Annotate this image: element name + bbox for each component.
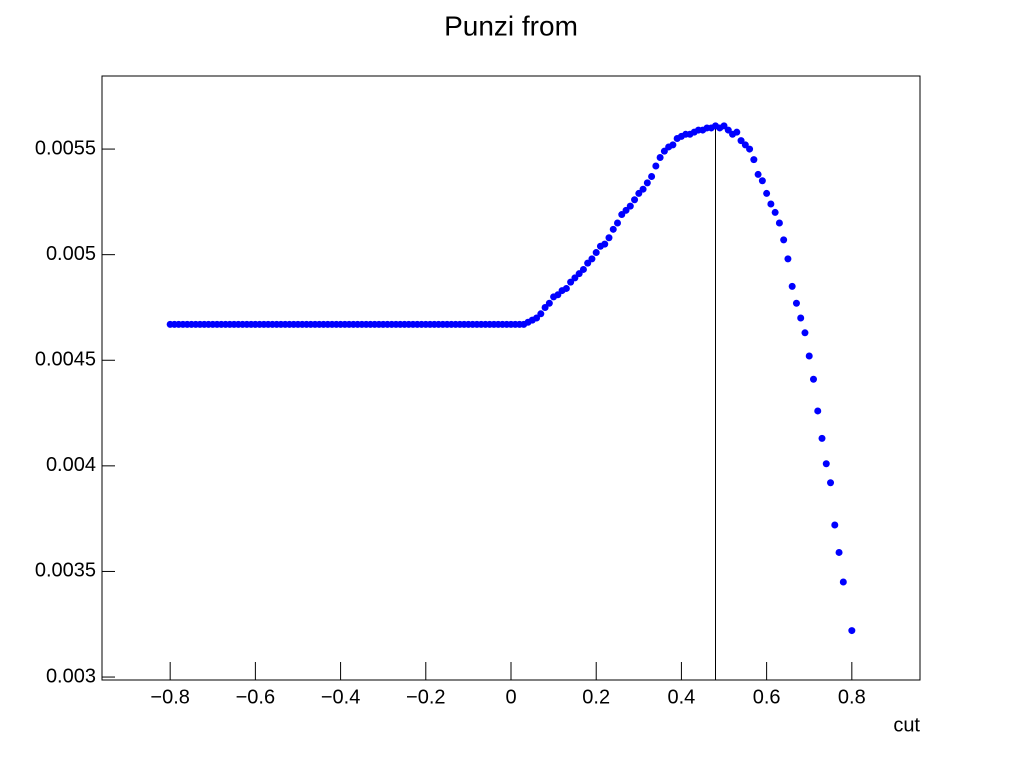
data-point xyxy=(724,126,732,134)
data-point xyxy=(605,234,613,242)
data-point xyxy=(848,627,856,635)
x-tick-label: −0.4 xyxy=(321,686,360,708)
data-point xyxy=(537,310,545,318)
data-point xyxy=(592,249,600,257)
x-axis-label: cut xyxy=(893,714,920,736)
data-point xyxy=(814,407,822,415)
data-point xyxy=(827,479,835,487)
x-tick-label: −0.6 xyxy=(236,686,275,708)
data-point xyxy=(835,548,843,556)
data-point xyxy=(533,314,541,322)
x-tick-label: 0.8 xyxy=(838,686,866,708)
data-point xyxy=(639,185,647,193)
data-point xyxy=(541,303,549,311)
data-point xyxy=(737,137,745,145)
data-point xyxy=(669,141,677,149)
data-point xyxy=(562,284,570,292)
data-point xyxy=(733,128,741,136)
data-point xyxy=(631,196,639,204)
data-point xyxy=(801,329,809,337)
data-point xyxy=(618,211,626,219)
data-point xyxy=(614,219,622,227)
data-point xyxy=(805,352,813,360)
data-point xyxy=(579,265,587,273)
data-point xyxy=(839,578,847,586)
data-point xyxy=(822,460,830,468)
data-point xyxy=(797,314,805,322)
data-point xyxy=(767,200,775,208)
data-point xyxy=(571,274,579,282)
data-point xyxy=(771,208,779,216)
data-point xyxy=(584,259,592,267)
data-point xyxy=(567,278,575,286)
y-tick-label: 0.003 xyxy=(46,665,96,687)
data-point xyxy=(780,236,788,244)
data-point xyxy=(750,156,758,164)
data-point xyxy=(622,206,630,214)
x-tick-label: 0.6 xyxy=(753,686,781,708)
data-point xyxy=(763,189,771,197)
data-point xyxy=(575,270,583,278)
y-tick-label: 0.0055 xyxy=(35,137,96,159)
data-point xyxy=(788,282,796,290)
data-point xyxy=(818,434,826,442)
data-point xyxy=(720,122,728,130)
y-tick-label: 0.004 xyxy=(46,454,96,476)
chart-title: Punzi from xyxy=(444,10,578,41)
data-point xyxy=(652,162,660,170)
data-point xyxy=(648,173,656,181)
data-point xyxy=(784,255,792,263)
data-point xyxy=(754,170,762,178)
data-point xyxy=(809,375,817,383)
data-point xyxy=(626,202,634,210)
data-point xyxy=(588,255,596,263)
x-tick-label: 0.4 xyxy=(668,686,696,708)
y-tick-label: 0.0045 xyxy=(35,349,96,371)
data-point xyxy=(831,521,839,529)
data-point xyxy=(609,225,617,233)
x-tick-label: −0.2 xyxy=(406,686,445,708)
x-tick-label: 0.2 xyxy=(582,686,610,708)
x-tick-label: 0 xyxy=(505,686,516,708)
data-point xyxy=(643,179,651,187)
data-point xyxy=(741,141,749,149)
data-point xyxy=(554,291,562,299)
data-point xyxy=(635,189,643,197)
x-tick-label: −0.8 xyxy=(150,686,189,708)
data-point xyxy=(660,147,668,155)
data-point xyxy=(656,154,664,162)
data-point xyxy=(601,240,609,248)
data-point xyxy=(792,299,800,307)
y-tick-label: 0.005 xyxy=(46,243,96,265)
y-tick-label: 0.0035 xyxy=(35,560,96,582)
data-point xyxy=(545,299,553,307)
data-point xyxy=(746,145,754,153)
data-point xyxy=(775,219,783,227)
data-point xyxy=(758,177,766,185)
